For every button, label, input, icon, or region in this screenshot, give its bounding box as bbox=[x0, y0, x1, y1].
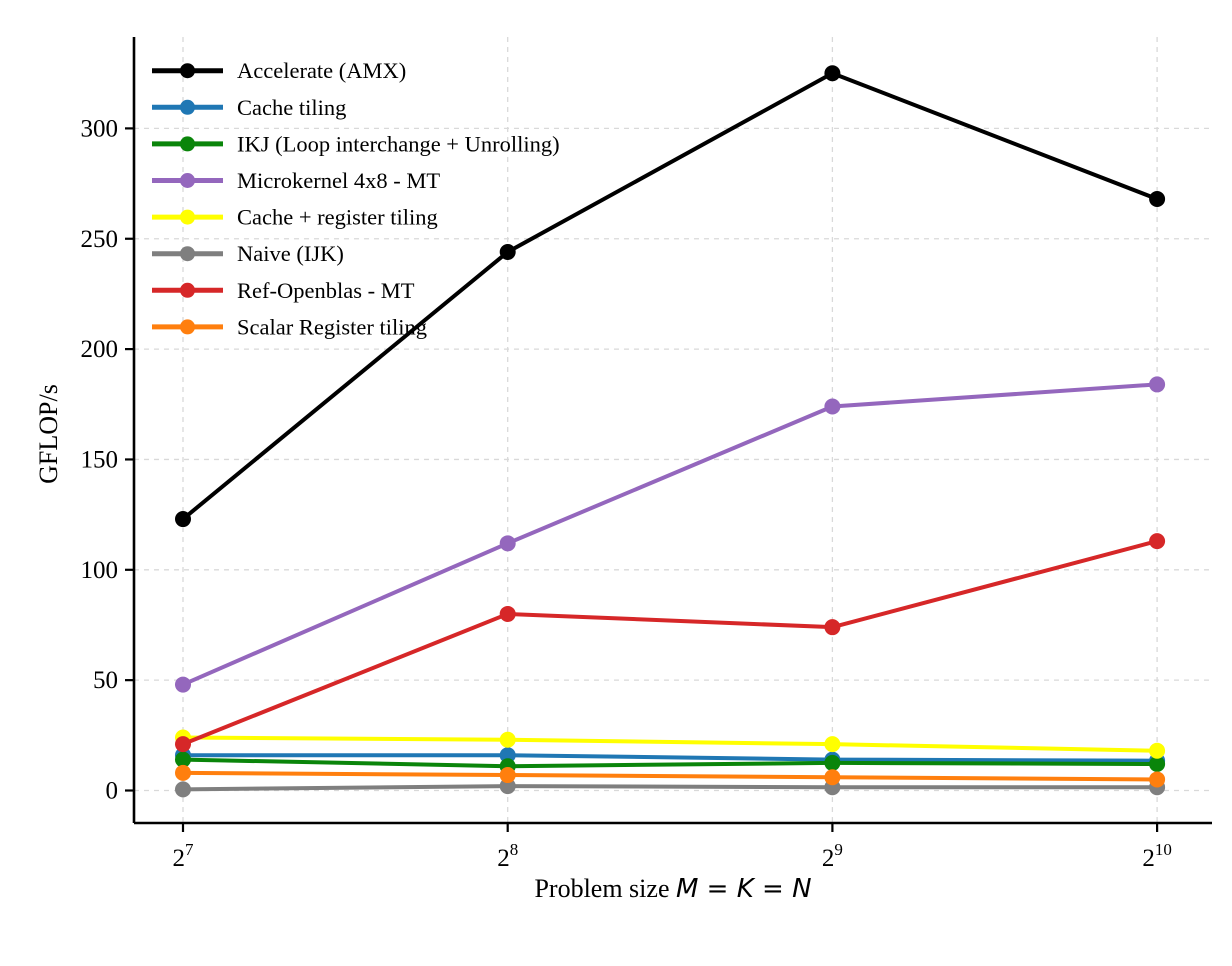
x-tick-exponent: 10 bbox=[1155, 840, 1172, 859]
y-tick-label: 300 bbox=[81, 115, 119, 142]
x-axis-label-text: Problem size bbox=[534, 874, 676, 903]
y-tick-label: 250 bbox=[81, 226, 119, 253]
legend-item-3: Microkernel 4x8 - MT bbox=[152, 168, 440, 193]
data-point bbox=[824, 398, 841, 415]
series-line bbox=[181, 757, 1160, 769]
data-point bbox=[499, 747, 516, 764]
data-point bbox=[175, 751, 191, 768]
x-tick-label: 29 bbox=[822, 840, 843, 872]
data-point bbox=[499, 535, 516, 552]
legend-item-5: Naive (IJK) bbox=[152, 241, 344, 266]
legend-label: Cache + register tiling bbox=[237, 205, 438, 230]
series-line bbox=[181, 770, 1160, 782]
legend-marker bbox=[180, 246, 195, 262]
legend-label: Accelerate (AMX) bbox=[237, 58, 406, 83]
y-tick-label: 50 bbox=[93, 667, 118, 694]
data-point bbox=[1149, 742, 1166, 759]
legend-item-0: Accelerate (AMX) bbox=[152, 58, 406, 83]
legend-item-7: Scalar Register tiling bbox=[152, 314, 427, 339]
series-5 bbox=[175, 778, 1166, 798]
legend-label: Ref-Openblas - MT bbox=[237, 278, 415, 303]
data-point bbox=[1149, 771, 1166, 788]
series-line bbox=[181, 382, 1160, 687]
legend-marker bbox=[180, 209, 195, 225]
x-tick-exponent: 9 bbox=[834, 840, 843, 859]
y-axis-label: GFLOP/s bbox=[34, 384, 63, 484]
data-point bbox=[824, 754, 841, 771]
y-tick-label: 100 bbox=[81, 557, 119, 584]
legend-label: Cache tiling bbox=[237, 95, 346, 120]
data-point bbox=[824, 769, 841, 786]
data-point bbox=[1149, 533, 1166, 550]
data-point bbox=[1149, 756, 1166, 773]
legend-label: IKJ (Loop interchange + Unrolling) bbox=[237, 131, 560, 156]
legend-marker bbox=[180, 282, 195, 298]
series-line bbox=[181, 753, 1160, 763]
series-line bbox=[181, 735, 1160, 753]
data-point bbox=[175, 764, 191, 781]
legend-item-6: Ref-Openblas - MT bbox=[152, 278, 415, 303]
x-tick-base: 2 bbox=[497, 845, 510, 872]
data-point bbox=[499, 605, 516, 622]
data-point bbox=[175, 736, 191, 753]
data-point bbox=[824, 619, 841, 636]
x-tick-label: 27 bbox=[173, 840, 195, 872]
legend-label: Microkernel 4x8 - MT bbox=[237, 168, 440, 193]
data-point bbox=[175, 676, 191, 693]
legend-item-4: Cache + register tiling bbox=[152, 205, 438, 230]
data-point bbox=[1149, 376, 1166, 393]
series-0 bbox=[175, 65, 1166, 528]
data-point bbox=[175, 511, 191, 528]
series-line bbox=[181, 71, 1160, 522]
legend-item-2: IKJ (Loop interchange + Unrolling) bbox=[152, 131, 560, 156]
series-line bbox=[181, 539, 1160, 747]
series-lines bbox=[175, 65, 1166, 798]
series-6 bbox=[175, 533, 1166, 753]
legend-marker bbox=[180, 319, 195, 335]
x-tick-base: 2 bbox=[173, 845, 186, 872]
legend-marker bbox=[180, 173, 195, 188]
x-tick-label: 28 bbox=[497, 840, 518, 872]
x-tick-label: 210 bbox=[1142, 840, 1172, 872]
data-point bbox=[824, 736, 841, 753]
x-axis-label: Problem size M = K = N bbox=[534, 874, 811, 904]
y-tick-label: 150 bbox=[81, 446, 119, 473]
series-line bbox=[181, 784, 1160, 792]
data-point bbox=[499, 731, 516, 748]
legend-label: Scalar Register tiling bbox=[237, 314, 427, 339]
x-axis-label-math: M = K = N bbox=[676, 874, 812, 904]
data-point bbox=[499, 243, 516, 260]
data-point bbox=[499, 767, 516, 784]
series-7 bbox=[175, 764, 1166, 788]
legend: Accelerate (AMX) Cache tiling IKJ (Loop in… bbox=[152, 58, 560, 339]
data-point bbox=[499, 778, 516, 795]
x-tick-exponent: 7 bbox=[185, 840, 194, 859]
y-tick-label: 200 bbox=[81, 336, 119, 363]
legend-label: Naive (IJK) bbox=[237, 241, 344, 266]
data-point bbox=[1149, 191, 1166, 208]
legend-marker bbox=[180, 99, 195, 115]
legend-marker bbox=[180, 136, 195, 152]
x-tick-base: 2 bbox=[1142, 845, 1155, 872]
x-tick-exponent: 8 bbox=[510, 840, 519, 859]
data-point bbox=[175, 781, 191, 798]
x-tick-base: 2 bbox=[822, 845, 835, 872]
series-3 bbox=[175, 376, 1166, 693]
legend-item-1: Cache tiling bbox=[152, 95, 346, 120]
legend-marker bbox=[180, 63, 195, 79]
y-tick-label: 0 bbox=[106, 778, 119, 805]
data-point bbox=[824, 65, 841, 82]
